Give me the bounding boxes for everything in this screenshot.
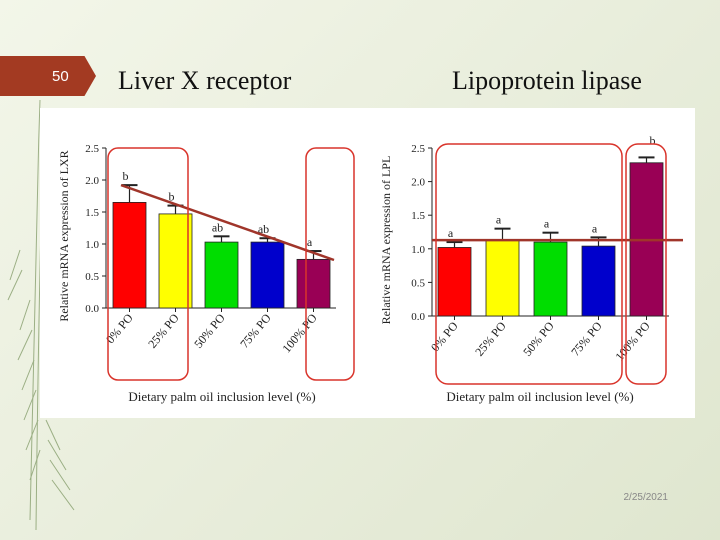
chart1-y-tick-label: 1.0 <box>85 239 99 251</box>
chart2-bar-1 <box>485 239 520 317</box>
chart2-significance-letter-3: a <box>592 221 598 235</box>
chart1-y-tick-label: 1.5 <box>85 207 99 219</box>
chart1-category-label-3: 75% PO <box>237 311 274 351</box>
title-lipoprotein-lipase: Lipoprotein lipase <box>452 66 642 95</box>
chart2-bar-0 <box>437 247 472 317</box>
chart1-category-label-2: 50% PO <box>191 311 228 351</box>
chart1-category-label-4: 100% PO <box>279 311 320 356</box>
chart1-bar-3 <box>250 241 285 309</box>
chart1-category-label-1: 25% PO <box>145 311 182 351</box>
chart2-x-axis-label: Dietary palm oil inclusion level (%) <box>446 389 633 404</box>
chart2-significance-letter-1: a <box>496 213 502 227</box>
chart1-y-axis-label: Relative mRNA expression of LXR <box>57 150 71 321</box>
chart2-bar-2 <box>533 241 568 317</box>
chart1-bar-1 <box>158 213 193 309</box>
chart1-significance-letter-1: b <box>169 190 175 204</box>
title-liver-x-receptor: Liver X receptor <box>118 66 292 95</box>
chart2-significance-letter-2: a <box>544 217 550 231</box>
chart2-y-tick-label: 0.0 <box>411 311 425 323</box>
chart2-y-tick-label: 1.5 <box>411 210 425 222</box>
chart1-y-tick-label: 2.5 <box>85 143 99 155</box>
chart2-highlight-box-0-75 <box>435 143 623 385</box>
chart2-significance-letter-0: a <box>448 226 454 240</box>
chart1-highlight-box-0-25 <box>107 147 189 381</box>
chart2-category-label-4: 100% PO <box>612 319 653 364</box>
chart1-significance-letter-4: a <box>307 235 313 249</box>
chart2-y-tick-label: 2.5 <box>411 143 425 155</box>
chart2-y-tick-label: 0.5 <box>411 277 425 289</box>
chart1-x-axis-label: Dietary palm oil inclusion level (%) <box>128 389 315 404</box>
chart2-category-label-3: 75% PO <box>568 319 605 359</box>
chart1-highlight-box-100 <box>305 147 355 381</box>
chart2-significance-letter-4: b <box>650 133 656 147</box>
slide-date: 2/25/2021 <box>623 492 669 503</box>
chart1-y-tick-label: 0.5 <box>85 271 99 283</box>
slide-number: 50 <box>0 56 96 96</box>
chart2-category-label-1: 25% PO <box>472 319 509 359</box>
chart1-bar-0 <box>112 202 147 309</box>
chart1-significance-letter-0: b <box>123 169 129 183</box>
chart2-category-label-0: 0% PO <box>428 319 461 355</box>
chart-panel: 0.0 0.5 1.0 1.5 2.0 2.5 Relative mRNA expressi… <box>40 108 695 418</box>
chart1-bar-4 <box>296 258 331 309</box>
chart2-y-tick-label: 1.0 <box>411 244 425 256</box>
chart1-significance-letter-3: ab <box>258 222 269 236</box>
chart2-category-label-2: 50% PO <box>520 319 557 359</box>
charts-svg: 0.0 0.5 1.0 1.5 2.0 2.5 Relative mRNA expressi… <box>57 133 683 404</box>
chart2-highlight-box-100 <box>625 143 667 385</box>
chart1-y-tick-label: 2.0 <box>85 175 99 187</box>
chart1-significance-letter-2: ab <box>212 220 223 234</box>
chart2-y-axis-label: Relative mRNA expression of LPL <box>379 156 393 325</box>
chart2-y-tick-label: 2.0 <box>411 177 425 189</box>
chart2-bar-3 <box>581 245 616 317</box>
chart1-trend-line <box>120 183 335 262</box>
chart1-bar-2 <box>204 241 239 309</box>
chart1-y-tick-label: 0.0 <box>85 303 99 315</box>
